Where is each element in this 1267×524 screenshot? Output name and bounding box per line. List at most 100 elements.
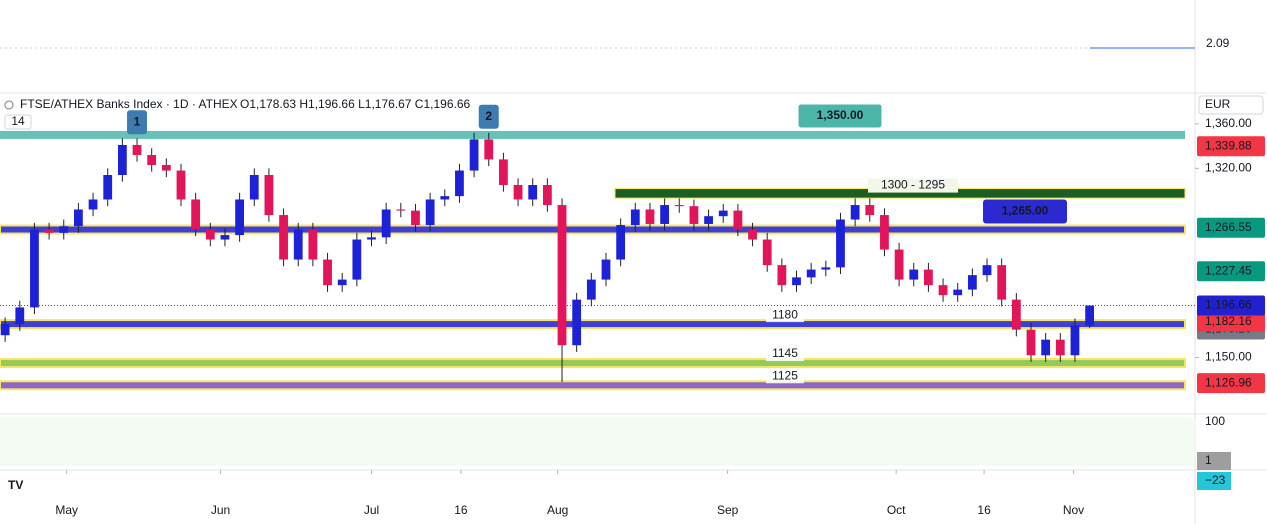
ohlc-values: O1,178.63 H1,196.66 L1,176.67 C1,196.66	[240, 97, 471, 111]
candle-body	[850, 205, 860, 220]
candle-body	[645, 209, 655, 224]
oscillator-tag-label: −23	[1205, 473, 1226, 487]
price-tag-label: 1,339.88	[1205, 138, 1252, 152]
x-tick-label: May	[55, 503, 78, 517]
level-line	[0, 130, 1185, 139]
currency[interactable]: EUR	[1205, 97, 1231, 111]
candle-body	[484, 139, 494, 160]
x-tick-label: 16	[977, 503, 991, 517]
candle-body	[982, 265, 992, 276]
oscillator-tick-label: 100	[1205, 414, 1225, 428]
candle-body	[279, 215, 288, 260]
candle-body	[337, 279, 347, 286]
y-tick-label: 1,360.00	[1205, 116, 1252, 130]
level-label-bg	[868, 178, 958, 193]
candle-body	[30, 229, 39, 308]
candle-body	[264, 175, 274, 216]
candle-body	[557, 205, 567, 346]
candle-body	[308, 229, 318, 260]
candle-body	[455, 170, 464, 197]
candle-body	[15, 307, 25, 325]
candle-body	[367, 237, 376, 240]
y-tick-label: 1,150.00	[1205, 350, 1252, 364]
candle-body	[674, 205, 684, 207]
level-label: 1,350.00	[817, 108, 864, 122]
candle-body	[572, 299, 582, 346]
candle-body	[381, 209, 391, 238]
price-tag	[1197, 373, 1265, 394]
candle-body	[865, 205, 875, 216]
candle-body	[953, 289, 963, 296]
candle-body	[733, 210, 743, 230]
logo: TV	[8, 478, 23, 492]
candle-body	[704, 216, 713, 224]
candle-body	[601, 259, 611, 280]
candle-body	[718, 210, 728, 217]
candle-body	[909, 269, 919, 280]
annotation-label: 2	[485, 109, 492, 123]
x-tick-label: Nov	[1063, 503, 1084, 517]
candle-body	[836, 219, 845, 268]
candle-body	[176, 170, 186, 200]
price-tag	[1197, 136, 1265, 157]
candle-body	[1085, 305, 1095, 326]
symbol-title: FTSE/ATHEX Banks Index · 1D · ATHEX	[20, 97, 238, 111]
candle-body	[352, 239, 362, 280]
level-label-bg	[766, 308, 804, 323]
x-tick-label: Aug	[547, 503, 568, 517]
annotation-box	[478, 104, 499, 129]
candle-body	[74, 209, 83, 227]
candle-body	[88, 199, 98, 210]
candle-body	[513, 185, 523, 200]
candle-body	[792, 277, 801, 286]
price-tag	[1197, 311, 1265, 332]
currency-box[interactable]	[1198, 95, 1264, 115]
candle-body	[542, 185, 552, 206]
x-tick-label: Oct	[887, 503, 906, 517]
x-tick-label: Jun	[211, 503, 230, 517]
candle-body	[997, 265, 1007, 300]
oscillator-tag	[1197, 452, 1231, 470]
candle-body	[205, 229, 215, 240]
candle-body	[0, 324, 10, 336]
price-tag	[1197, 217, 1265, 238]
candle-body	[938, 285, 948, 296]
candle-body	[293, 229, 303, 260]
top-indicator-value: 2.09	[1206, 36, 1230, 50]
level-label-bg	[766, 347, 804, 362]
candle-body	[249, 175, 259, 200]
candle-body	[425, 199, 435, 226]
candle-body	[103, 175, 113, 200]
candle-body	[235, 199, 245, 236]
oscillator-pane	[0, 418, 1195, 466]
level-label-bg	[983, 199, 1067, 224]
candle-body	[689, 206, 699, 224]
y-tick-label: 1,320.00	[1205, 160, 1252, 174]
candle-body	[748, 229, 757, 240]
candle-body	[924, 269, 933, 286]
candle-body	[59, 226, 69, 233]
candle-body	[894, 249, 904, 280]
candle-body	[660, 205, 670, 224]
symbol-icon	[4, 100, 14, 110]
candle-body	[616, 225, 626, 260]
candle-body	[880, 215, 889, 250]
candle-body	[396, 209, 406, 211]
price-tag	[1197, 295, 1265, 316]
candle-body	[762, 239, 772, 266]
level-label-bg	[766, 369, 804, 384]
annotation-box	[127, 110, 148, 135]
candle-body	[1055, 339, 1065, 356]
candle-body	[499, 159, 508, 186]
level-label: 1125	[772, 368, 798, 382]
candle-body	[586, 279, 596, 300]
level-label-bg	[797, 103, 883, 129]
oscillator-tag	[1197, 472, 1231, 490]
candle-body	[132, 144, 142, 155]
level-label: 1180	[772, 307, 798, 321]
candle-body	[1041, 339, 1051, 356]
badge: 14	[11, 114, 25, 128]
candle-body	[967, 275, 977, 290]
candle-body	[777, 265, 787, 286]
